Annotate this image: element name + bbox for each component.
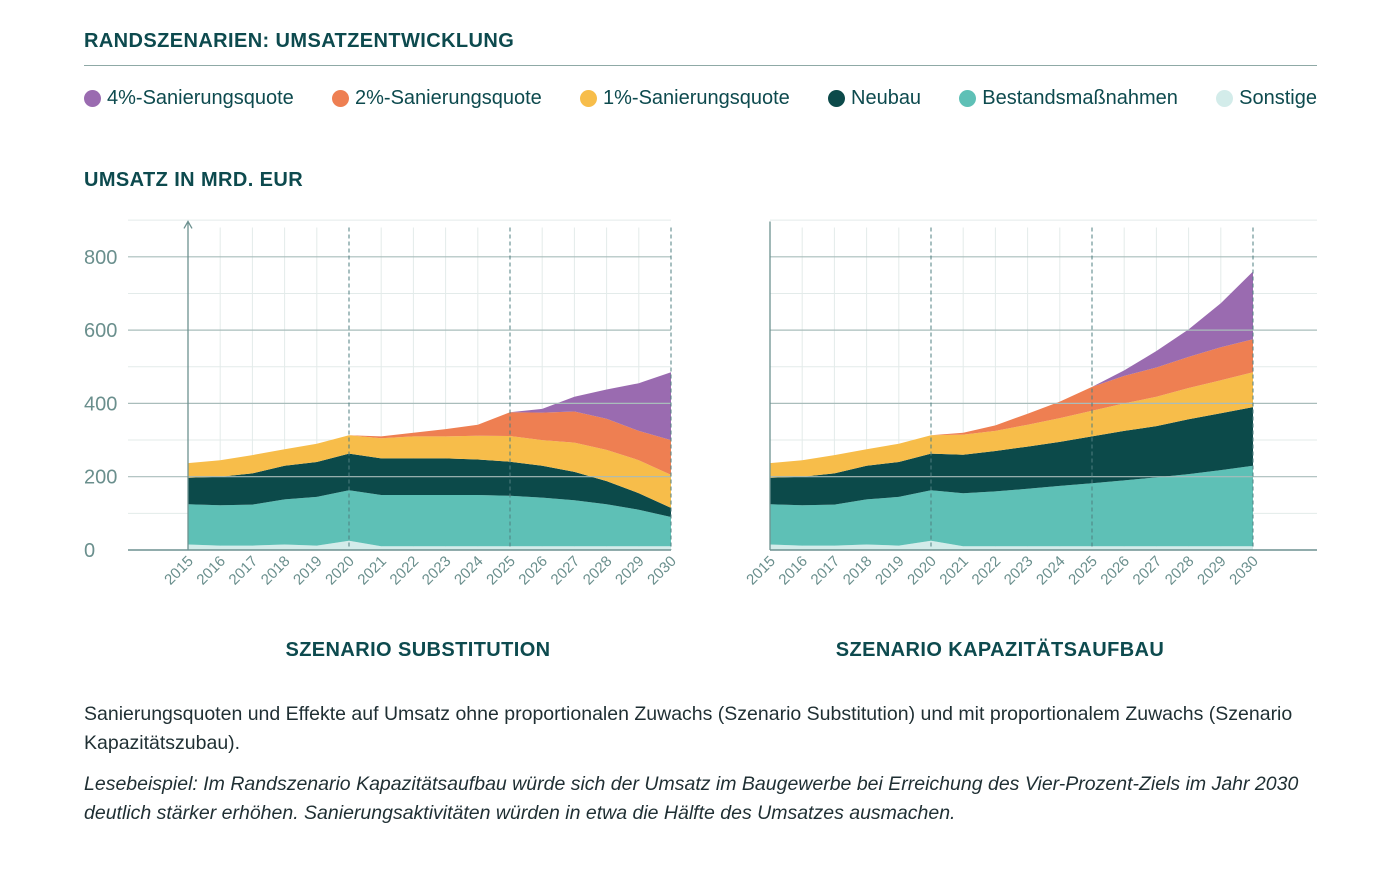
legend-label-1pct: 1%-Sanierungsquote <box>603 87 790 109</box>
area-series-bestandsmaßnahmen-kapazitaet <box>770 465 1253 547</box>
x-tick-label: 2028 <box>1162 553 1198 589</box>
x-tick-label: 2026 <box>1097 553 1133 589</box>
x-tick-label: 2021 <box>936 553 972 589</box>
legend-item-sonstige: Sonstige <box>1216 87 1317 110</box>
area-series-1-sanierungsquote-kapazitaet <box>770 372 1253 478</box>
x-tick-label: 2019 <box>872 553 908 589</box>
chart-title: RANDSZENARIEN: UMSATZENTWICKLUNG <box>84 30 515 52</box>
area-series-1-sanierungsquote-substitution <box>188 435 671 508</box>
x-tick-label: 2030 <box>644 553 680 589</box>
x-tick-label: 2024 <box>451 553 487 589</box>
legend-item-4pct: 4%-Sanierungsquote <box>84 87 294 110</box>
x-tick-label: 2015 <box>743 553 779 589</box>
legend: 4%-Sanierungsquote 2%-Sanierungsquote 1%… <box>84 87 1317 110</box>
legend-label-2pct: 2%-Sanierungsquote <box>355 87 542 109</box>
legend-swatch-1pct <box>580 90 597 107</box>
legend-item-2pct: 2%-Sanierungsquote <box>332 87 542 110</box>
x-tick-label: 2024 <box>1033 553 1069 589</box>
x-tick-label: 2021 <box>354 553 390 589</box>
caption: Sanierungsquoten und Effekte auf Umsatz … <box>84 700 1324 828</box>
legend-item-neubau: Neubau <box>828 87 921 110</box>
x-tick-label: 2023 <box>1001 553 1037 589</box>
x-tick-label: 2029 <box>1194 553 1230 589</box>
x-tick-label: 2025 <box>1065 553 1101 589</box>
legend-swatch-sonstige <box>1216 90 1234 107</box>
panel-title-kapazitaet: SZENARIO KAPAZITÄTSAUFBAU <box>836 638 1165 661</box>
legend-swatch-2pct <box>332 90 349 107</box>
stacked-area-charts: 2015201620172018201920202021202220232024… <box>84 219 1317 661</box>
area-series-neubau-substitution <box>188 453 671 517</box>
area-series-sonstige-kapazitaet <box>770 540 1253 550</box>
panel-title-substitution: SZENARIO SUBSTITUTION <box>285 639 550 661</box>
x-tick-label: 2026 <box>515 553 551 589</box>
area-series-neubau-kapazitaet <box>770 407 1253 506</box>
x-tick-label: 2022 <box>387 553 423 589</box>
y-tick-label: 800 <box>84 247 117 269</box>
legend-swatch-neubau <box>828 90 845 107</box>
caption-text: Sanierungsquoten und Effekte auf Umsatz … <box>84 703 1293 754</box>
legend-item-bestand: Bestandsmaßnahmen <box>959 87 1178 110</box>
area-series-2-sanierungsquote-substitution <box>188 411 671 475</box>
legend-label-sonstige: Sonstige <box>1239 87 1317 109</box>
x-tick-label: 2027 <box>548 553 584 589</box>
x-tick-label: 2030 <box>1226 553 1262 589</box>
y-tick-label: 400 <box>84 393 117 415</box>
legend-label-4pct: 4%-Sanierungsquote <box>107 87 294 109</box>
legend-item-1pct: 1%-Sanierungsquote <box>580 87 790 110</box>
reading-example: Lesebeispiel: Im Randszenario Kapazitäts… <box>84 773 1299 824</box>
area-series-bestandsmaßnahmen-substitution <box>188 490 671 547</box>
x-tick-label: 2018 <box>258 553 294 589</box>
x-tick-label: 2020 <box>904 553 940 589</box>
x-tick-label: 2019 <box>290 553 326 589</box>
x-tick-label: 2020 <box>322 553 358 589</box>
x-tick-label: 2016 <box>193 553 229 589</box>
title-divider <box>84 65 1317 66</box>
x-tick-label: 2018 <box>840 553 876 589</box>
legend-label-neubau: Neubau <box>851 87 922 109</box>
legend-swatch-4pct <box>84 90 101 107</box>
legend-swatch-bestand <box>959 90 977 107</box>
x-tick-label: 2022 <box>969 553 1005 589</box>
y-axis-arrow <box>183 220 193 229</box>
x-tick-label: 2017 <box>226 553 262 589</box>
x-tick-label: 2023 <box>419 553 455 589</box>
y-tick-label: 600 <box>84 320 117 342</box>
x-tick-label: 2016 <box>775 553 811 589</box>
x-tick-label: 2029 <box>612 553 648 589</box>
y-tick-label: 200 <box>84 467 117 489</box>
area-series-4-sanierungsquote-kapazitaet <box>770 271 1253 464</box>
legend-label-bestand: Bestandsmaßnahmen <box>982 87 1178 109</box>
x-tick-label: 2025 <box>483 553 519 589</box>
y-tick-label: 0 <box>84 540 95 562</box>
x-tick-label: 2015 <box>161 553 197 589</box>
area-series-sonstige-substitution <box>188 540 671 550</box>
x-tick-label: 2027 <box>1130 553 1166 589</box>
y-axis-unit-label: UMSATZ IN MRD. EUR <box>84 169 304 191</box>
x-tick-label: 2028 <box>580 553 616 589</box>
x-tick-label: 2017 <box>808 553 844 589</box>
